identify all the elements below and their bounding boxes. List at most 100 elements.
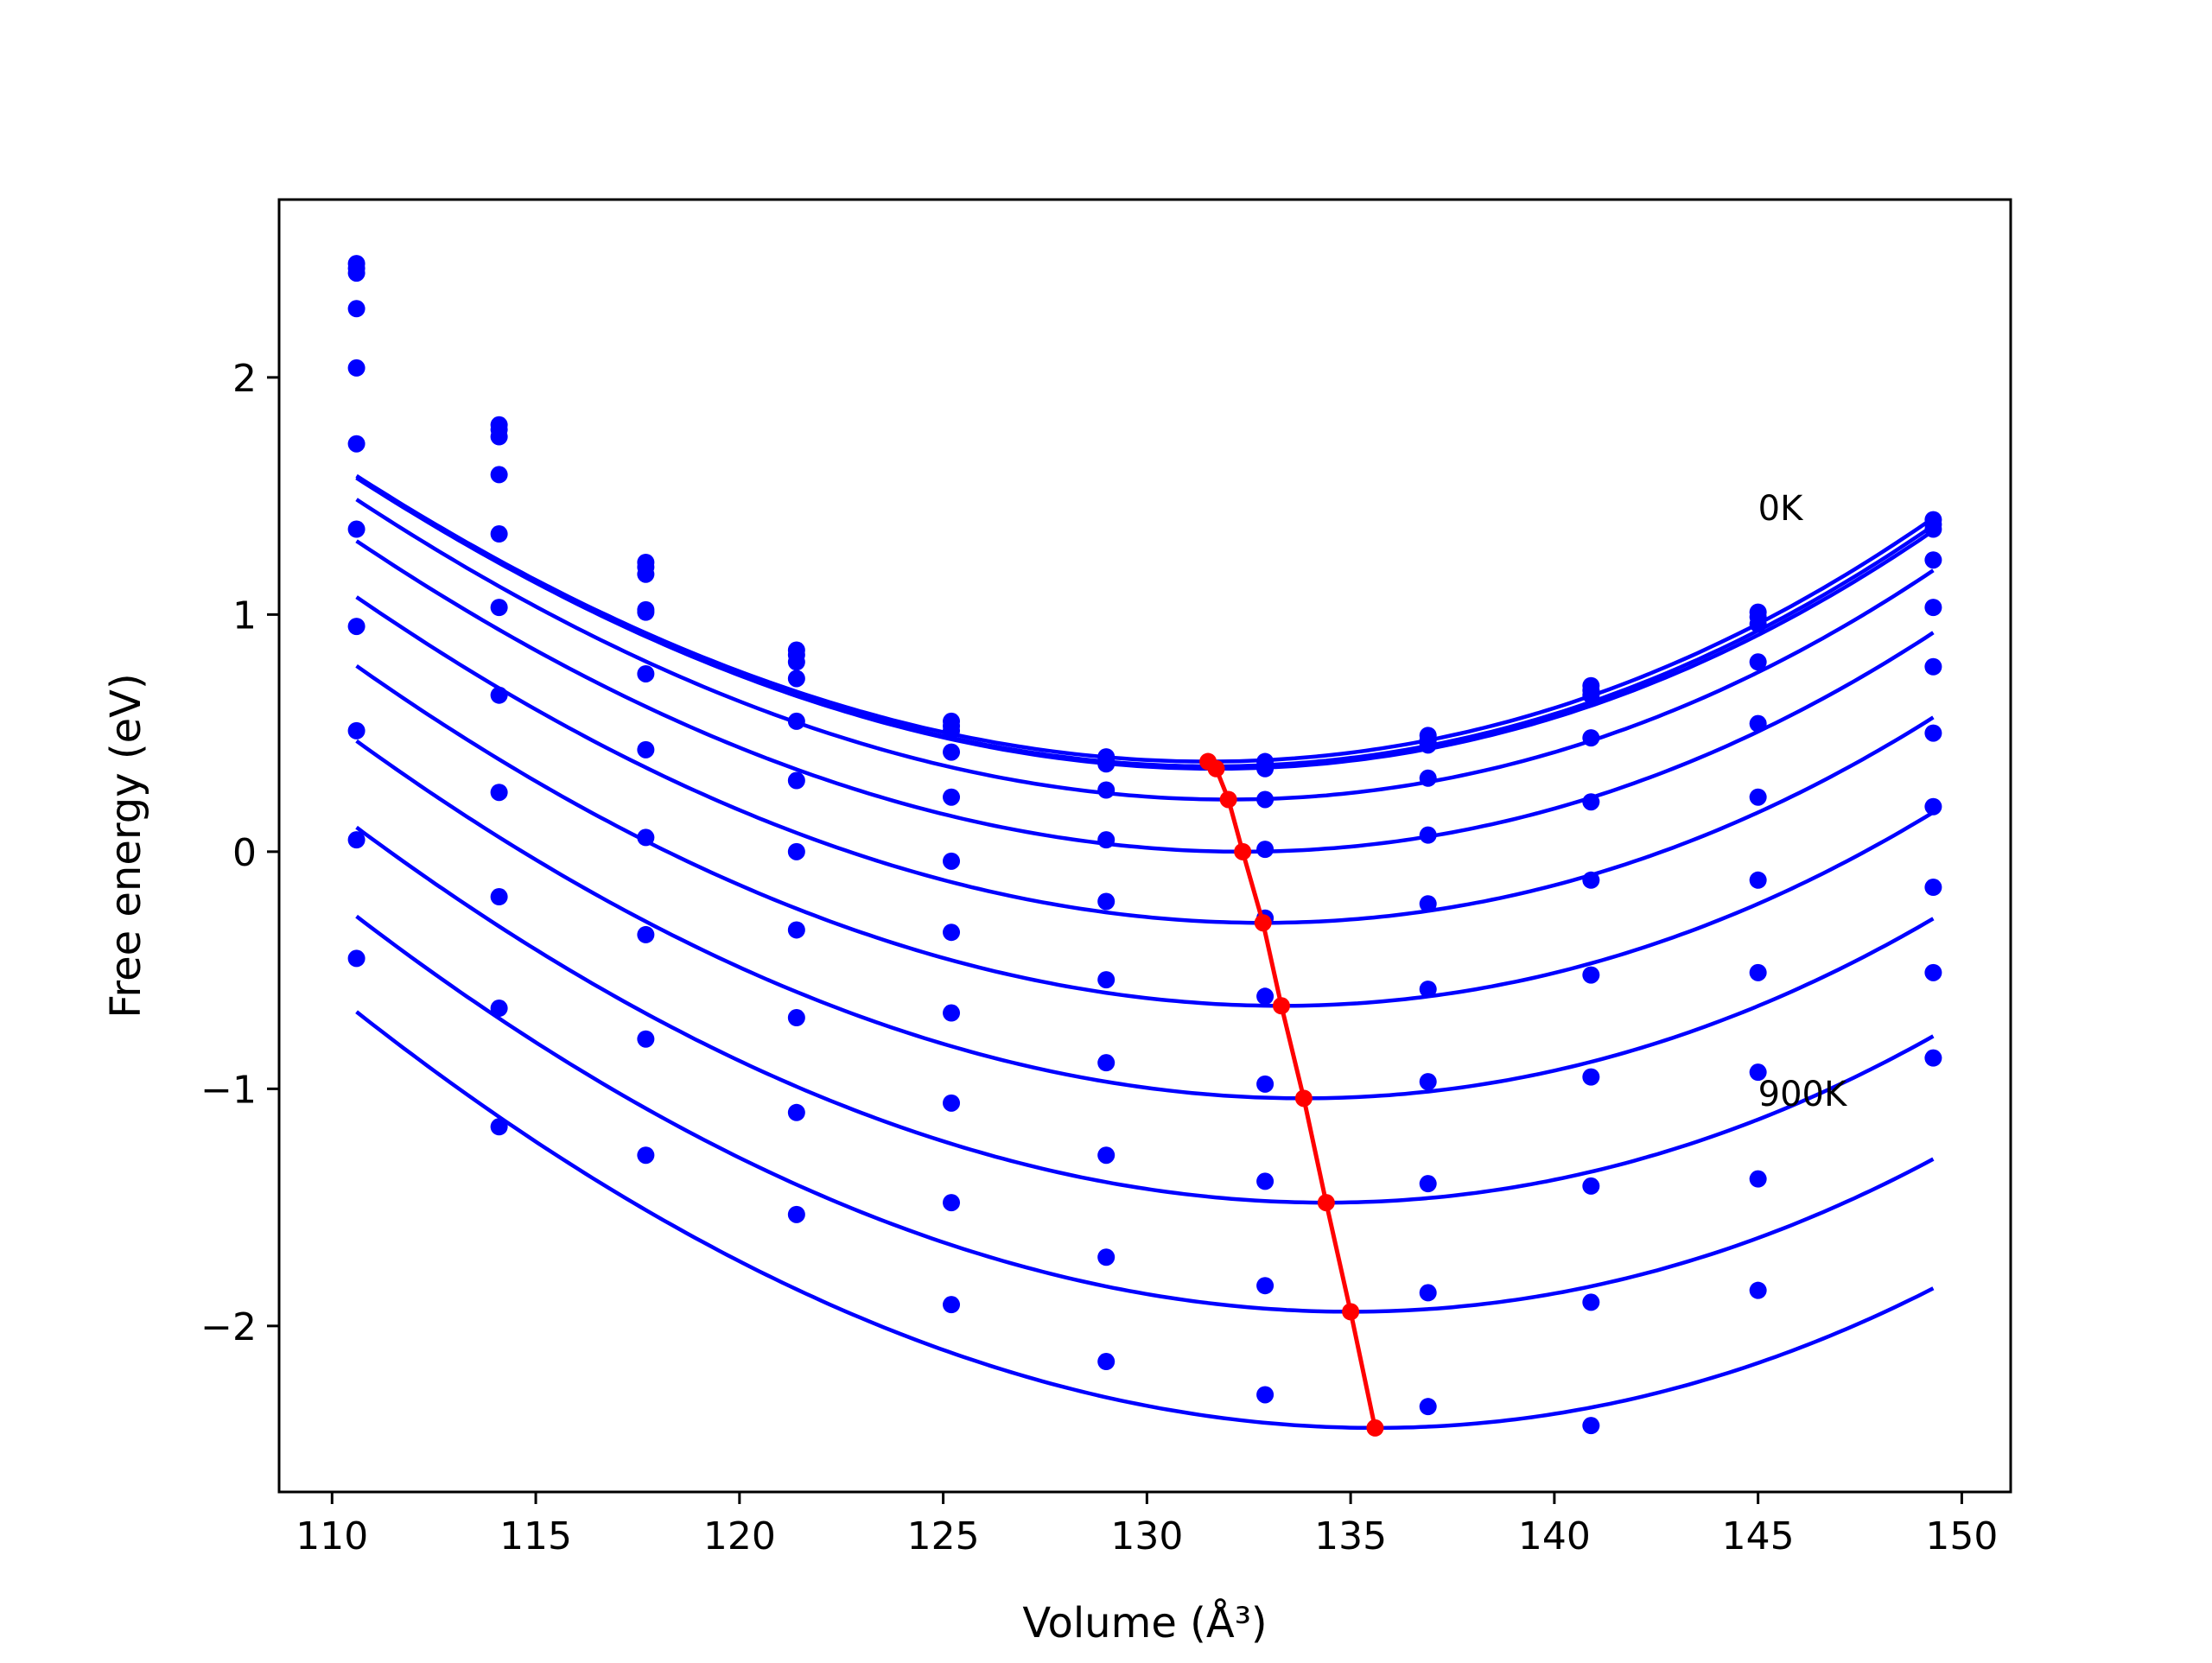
y-tick-label--2: −2 (200, 1305, 257, 1349)
fit-curve-8 (355, 825, 1935, 1205)
data-point-5-0 (347, 435, 365, 453)
data-point-2-3 (787, 653, 805, 671)
data-point-2-6 (1256, 759, 1274, 778)
fit-curve-9 (355, 914, 1935, 1314)
data-point-7-0 (347, 618, 365, 636)
data-point-10-7 (1419, 1398, 1437, 1416)
data-point-8-7 (1419, 1175, 1437, 1193)
fit-curve-4 (355, 539, 1935, 854)
data-point-6-1 (490, 686, 508, 704)
data-point-4-1 (490, 525, 508, 543)
data-point-2-8 (1582, 686, 1600, 704)
data-point-4-4 (943, 788, 961, 806)
minimum-line (1206, 759, 1377, 1429)
fit-curve-5 (355, 595, 1935, 925)
x-tick-label-130: 130 (1110, 1514, 1183, 1558)
data-point-2-2 (637, 565, 655, 583)
y-axis-label: Free energy (eV) (102, 673, 150, 1018)
data-point-2-0 (347, 264, 365, 282)
data-point-2-10 (1924, 520, 1942, 538)
data-point-5-5 (1097, 892, 1116, 911)
annotation-1: 900K (1758, 1075, 1848, 1114)
x-tick-label-125: 125 (907, 1514, 980, 1558)
data-point-9-2 (637, 1030, 655, 1048)
data-point-3-10 (1924, 551, 1942, 569)
data-point-3-5 (1097, 781, 1116, 799)
data-point-8-0 (347, 721, 365, 739)
data-point-9-4 (943, 1194, 961, 1212)
data-point-6-6 (1256, 987, 1274, 1006)
data-point-4-10 (1924, 599, 1942, 617)
minimum-point-1 (1207, 759, 1225, 778)
data-point-3-1 (490, 466, 508, 484)
y-tick-label-2: 2 (232, 357, 257, 401)
data-point-3-7 (1419, 769, 1437, 787)
y-tick-label-0: 0 (232, 831, 257, 875)
data-point-8-10 (1924, 879, 1942, 897)
data-point-5-7 (1419, 895, 1437, 913)
data-point-10-8 (1582, 1417, 1600, 1435)
data-point-3-0 (347, 300, 365, 318)
data-point-7-5 (1097, 1054, 1116, 1072)
data-point-5-1 (490, 599, 508, 617)
data-point-7-8 (1582, 1068, 1600, 1086)
data-point-6-0 (347, 520, 365, 538)
data-point-3-9 (1749, 653, 1767, 671)
data-point-3-3 (787, 670, 805, 688)
data-point-3-6 (1256, 790, 1274, 809)
data-point-9-1 (490, 1000, 508, 1018)
data-point-2-4 (943, 721, 961, 739)
data-point-4-3 (787, 712, 805, 730)
fit-curve-10 (355, 1010, 1935, 1431)
y-axis-ticks: −2 −1 0 1 2 (200, 357, 279, 1349)
minimum-point-4 (1254, 914, 1272, 932)
annotation-0: 0K (1758, 489, 1804, 529)
data-point-9-7 (1419, 1284, 1437, 1302)
data-point-4-9 (1749, 714, 1767, 733)
data-point-6-10 (1924, 724, 1942, 742)
data-point-6-8 (1582, 966, 1600, 984)
annotations: 0K 900K (1758, 489, 1848, 1114)
data-point-5-2 (637, 664, 655, 682)
minimum-point-8 (1342, 1303, 1360, 1321)
data-point-8-4 (943, 1094, 961, 1112)
data-point-9-6 (1256, 1277, 1274, 1295)
minimum-point-2 (1219, 790, 1237, 809)
data-point-4-2 (637, 600, 655, 619)
data-point-7-3 (787, 921, 805, 939)
data-point-10-9 (1749, 1281, 1767, 1299)
fit-curve-7 (355, 739, 1935, 1101)
y-tick-label-1: 1 (232, 593, 257, 638)
data-point-4-0 (347, 359, 365, 377)
x-tick-label-140: 140 (1518, 1514, 1591, 1558)
data-point-8-2 (637, 925, 655, 943)
data-point-4-6 (1256, 841, 1274, 859)
data-point-8-8 (1582, 1177, 1600, 1195)
data-point-9-9 (1749, 1170, 1767, 1188)
minimum-point-3 (1234, 842, 1252, 860)
minimum-point-5 (1272, 997, 1290, 1015)
data-point-4-8 (1582, 793, 1600, 811)
data-point-2-7 (1419, 736, 1437, 754)
data-point-7-1 (490, 784, 508, 802)
fit-curve-3 (355, 498, 1935, 802)
data-point-4-5 (1097, 831, 1116, 849)
data-point-8-6 (1256, 1172, 1274, 1190)
data-point-10-4 (943, 1296, 961, 1314)
data-point-8-1 (490, 888, 508, 906)
x-axis-label: Volume (Å³) (1022, 1598, 1267, 1647)
data-point-7-6 (1256, 1075, 1274, 1093)
fit-curve-2 (355, 476, 1935, 771)
fit-curve-1 (355, 476, 1935, 769)
data-points (347, 255, 1942, 1435)
data-point-8-3 (787, 1009, 805, 1027)
data-point-3-4 (943, 743, 961, 761)
data-point-7-10 (1924, 797, 1942, 816)
data-point-5-9 (1749, 788, 1767, 806)
data-point-10-6 (1256, 1386, 1274, 1404)
data-point-6-4 (943, 924, 961, 942)
data-point-6-3 (787, 842, 805, 860)
x-tick-label-135: 135 (1314, 1514, 1387, 1558)
